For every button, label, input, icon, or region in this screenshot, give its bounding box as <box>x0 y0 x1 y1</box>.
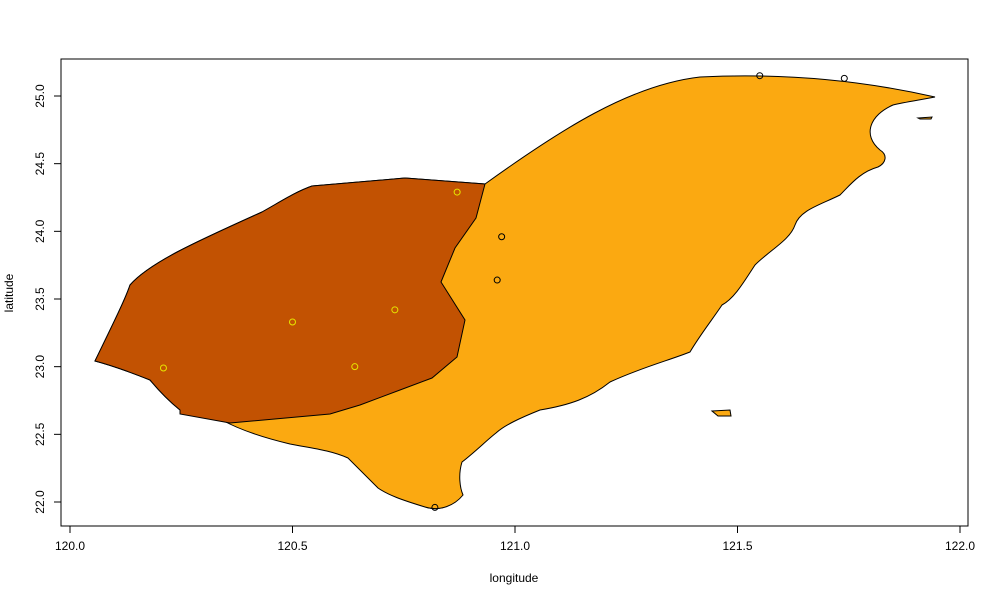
western-point <box>351 363 359 371</box>
x-axis: 120.0 120.5 121.0 121.5 122.0 <box>55 525 975 553</box>
western-region <box>94 177 486 424</box>
x-tick-label: 120.0 <box>55 539 85 553</box>
x-axis-title: longitude <box>490 571 539 585</box>
western-points <box>159 188 461 372</box>
western-point <box>391 306 399 314</box>
y-tick-label: 22.0 <box>33 490 47 514</box>
y-tick-label: 24.5 <box>33 152 47 176</box>
x-tick-label: 122.0 <box>945 539 975 553</box>
eastern-point <box>493 276 501 284</box>
eastern-points <box>431 72 848 511</box>
y-tick-label: 23.5 <box>33 287 47 311</box>
eastern-point <box>840 74 848 82</box>
western-point <box>289 318 296 326</box>
y-axis: 22.0 22.5 23.0 23.5 24.0 24.5 25.0 <box>33 84 62 514</box>
x-tick-label: 120.5 <box>277 539 307 553</box>
x-tick-label: 121.0 <box>500 539 530 553</box>
eastern-point <box>756 72 764 80</box>
x-tick-label: 121.5 <box>722 539 752 553</box>
eastern-point <box>498 233 506 241</box>
western-point <box>159 364 167 372</box>
islet-north <box>916 116 933 120</box>
y-tick-label: 25.0 <box>33 84 47 108</box>
y-tick-label: 24.0 <box>33 219 47 243</box>
western-point <box>453 188 461 196</box>
islet-east <box>710 409 732 417</box>
y-axis-title: latitude <box>2 273 16 312</box>
y-tick-label: 22.5 <box>33 422 47 446</box>
eastern-point <box>431 503 439 511</box>
y-tick-label: 23.0 <box>33 355 47 379</box>
